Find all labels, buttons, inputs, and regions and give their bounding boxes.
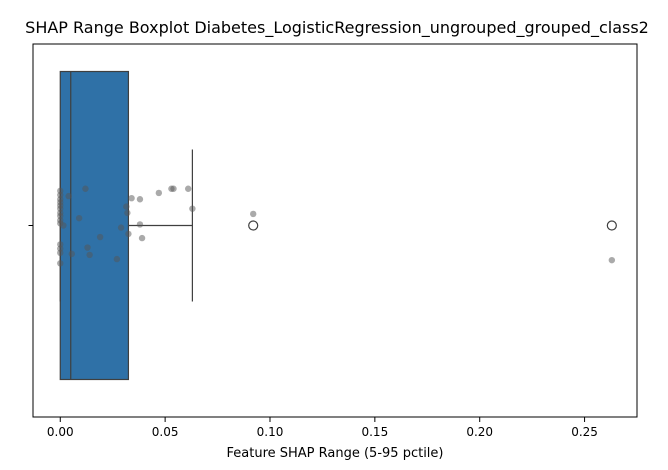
chart-title: SHAP Range Boxplot Diabetes_LogisticRegr… bbox=[25, 18, 649, 38]
strip-point bbox=[96, 233, 104, 241]
x-axis-ticks: 0.00 0.05 0.10 0.15 0.20 0.25 bbox=[47, 417, 598, 439]
strip-point bbox=[123, 203, 130, 210]
x-tick-label: 0.20 bbox=[466, 425, 493, 439]
strip-point bbox=[250, 210, 257, 218]
strip-point bbox=[113, 255, 121, 263]
strip-point bbox=[60, 222, 67, 229]
strip-point bbox=[136, 196, 144, 203]
plot-frame bbox=[32, 43, 638, 418]
strip-point bbox=[82, 185, 89, 192]
x-axis-label: Feature SHAP Range (5-95 pctile) bbox=[227, 446, 444, 461]
strip-point bbox=[57, 260, 64, 267]
strip-point bbox=[57, 249, 64, 256]
x-tick-label: 0.10 bbox=[257, 425, 284, 439]
strip-point bbox=[125, 230, 132, 238]
box-iqr bbox=[59, 70, 130, 381]
x-tick-label: 0.00 bbox=[47, 425, 74, 439]
strip-point bbox=[128, 195, 135, 202]
strip-point bbox=[84, 244, 91, 251]
strip-point bbox=[68, 250, 75, 258]
strip-point bbox=[86, 251, 93, 259]
strip-point bbox=[189, 205, 196, 212]
strip-point bbox=[124, 209, 131, 217]
x-tick-label: 0.05 bbox=[152, 425, 179, 439]
strip-point bbox=[136, 221, 144, 228]
strip-point bbox=[117, 224, 125, 231]
flier-point bbox=[248, 220, 259, 231]
strip-point bbox=[65, 192, 72, 200]
strip-point bbox=[184, 185, 192, 192]
flier-point bbox=[606, 220, 617, 231]
x-tick-label: 0.15 bbox=[361, 425, 388, 439]
plot-area bbox=[57, 70, 617, 381]
x-tick-label: 0.25 bbox=[571, 425, 598, 439]
strip-point bbox=[608, 256, 616, 264]
strip-point bbox=[75, 214, 83, 222]
strip-point bbox=[170, 185, 177, 192]
strip-point bbox=[155, 189, 163, 197]
strip-point bbox=[138, 234, 146, 242]
